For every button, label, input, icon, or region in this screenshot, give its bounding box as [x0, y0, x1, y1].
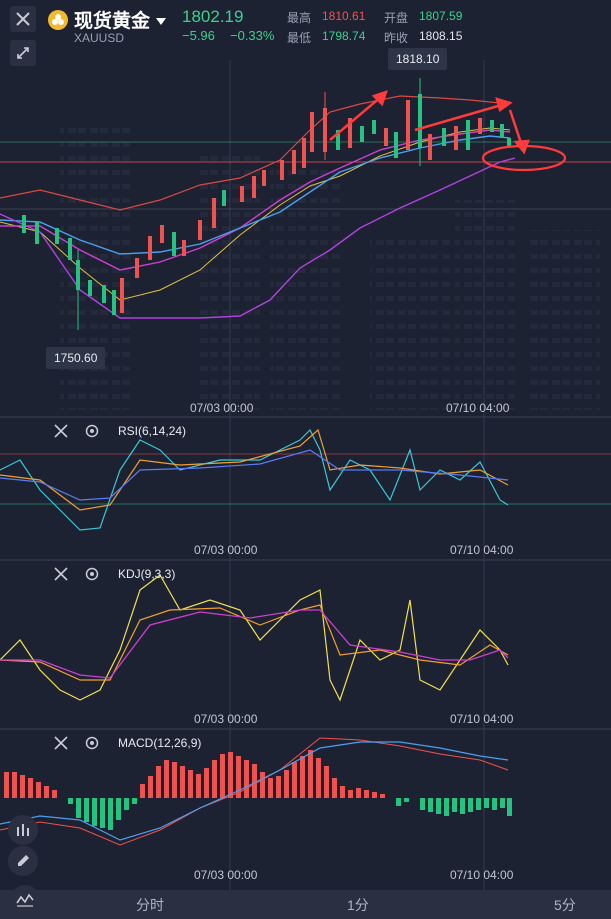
gear-icon — [85, 567, 99, 581]
macd-histogram — [4, 750, 512, 830]
pen-icon — [18, 855, 29, 866]
prev-close-label: 昨收 — [384, 31, 409, 45]
close-icon — [54, 567, 68, 581]
kdj-settings-button[interactable] — [84, 566, 100, 587]
kdj-j-line — [0, 574, 509, 702]
close-icon — [54, 736, 68, 750]
kdj-d-line — [0, 609, 509, 679]
macd-dea-line — [0, 737, 509, 846]
last-price: 1802.19 — [182, 7, 244, 26]
close-kdj-button[interactable] — [54, 567, 68, 586]
gear-icon — [85, 736, 99, 750]
time-label-right: 07/10 04:00 — [446, 401, 510, 415]
low-value: 1798.74 — [322, 29, 366, 43]
time-label-left: 07/03 00:00 — [194, 543, 258, 557]
tab-1min[interactable]: 1分 — [347, 897, 369, 913]
chevron-down-icon[interactable] — [156, 13, 166, 31]
price-change-pct: −0.33% — [230, 28, 275, 43]
instrument-title[interactable]: 现货黄金 — [74, 11, 151, 32]
macd-dif-line — [0, 741, 509, 841]
time-label-right: 07/10 04:00 — [450, 712, 514, 726]
time-label-left: 07/03 00:00 — [194, 712, 258, 726]
macd-settings-button[interactable] — [84, 735, 100, 756]
rsi-title: RSI(6,14,24) — [118, 424, 187, 438]
rsi-settings-button[interactable] — [84, 423, 100, 444]
ma-mid-line — [0, 129, 511, 271]
tab-5min[interactable]: 5分 — [554, 897, 576, 913]
time-label-left: 07/03 00:00 — [190, 401, 254, 415]
rsi-6-line — [0, 428, 509, 531]
candlesticks — [22, 78, 511, 330]
close-icon — [16, 12, 30, 26]
annotation-circle — [481, 144, 567, 172]
prev-close-value: 1808.15 — [419, 29, 463, 43]
indicator-tool-button[interactable] — [8, 815, 38, 845]
low-label: 最低 — [287, 31, 312, 45]
macd-title: MACD(12,26,9) — [118, 736, 202, 750]
draw-tool-button[interactable] — [8, 846, 38, 876]
kdj-title: KDJ(9,3,3) — [118, 567, 176, 581]
gear-icon — [85, 424, 99, 438]
high-value: 1810.61 — [322, 9, 366, 23]
low-price-tag: 1750.60 — [46, 347, 106, 369]
rsi-24-line — [0, 449, 509, 501]
background-skyline — [60, 120, 600, 410]
ma-long-line — [0, 135, 511, 255]
high-price-tag: 1818.10 — [388, 48, 448, 70]
tab-timeshare[interactable]: 分时 — [136, 897, 164, 913]
close-chart-button[interactable] — [10, 6, 36, 32]
chart-style-button[interactable] — [10, 885, 40, 915]
kline-chart[interactable] — [0, 0, 611, 890]
lower-band-line — [0, 157, 516, 319]
time-label-right: 07/10 04:00 — [450, 868, 514, 882]
price-change: −5.96 — [182, 28, 215, 43]
indicator-icon — [17, 824, 29, 836]
close-icon — [54, 424, 68, 438]
high-label: 最高 — [287, 11, 312, 25]
wave-icon — [16, 893, 34, 907]
time-label-right: 07/10 04:00 — [450, 543, 514, 557]
open-value: 1807.59 — [419, 9, 463, 23]
time-label-left: 07/03 00:00 — [194, 868, 258, 882]
gold-coin-icon — [48, 10, 68, 30]
close-rsi-button[interactable] — [54, 424, 68, 443]
expand-button[interactable] — [10, 40, 36, 66]
kdj-k-line — [0, 604, 509, 681]
close-macd-button[interactable] — [54, 736, 68, 755]
expand-icon — [17, 47, 29, 59]
open-label: 开盘 — [384, 11, 409, 25]
instrument-symbol: XAUUSD — [74, 31, 125, 45]
period-tab-bar — [0, 890, 611, 919]
